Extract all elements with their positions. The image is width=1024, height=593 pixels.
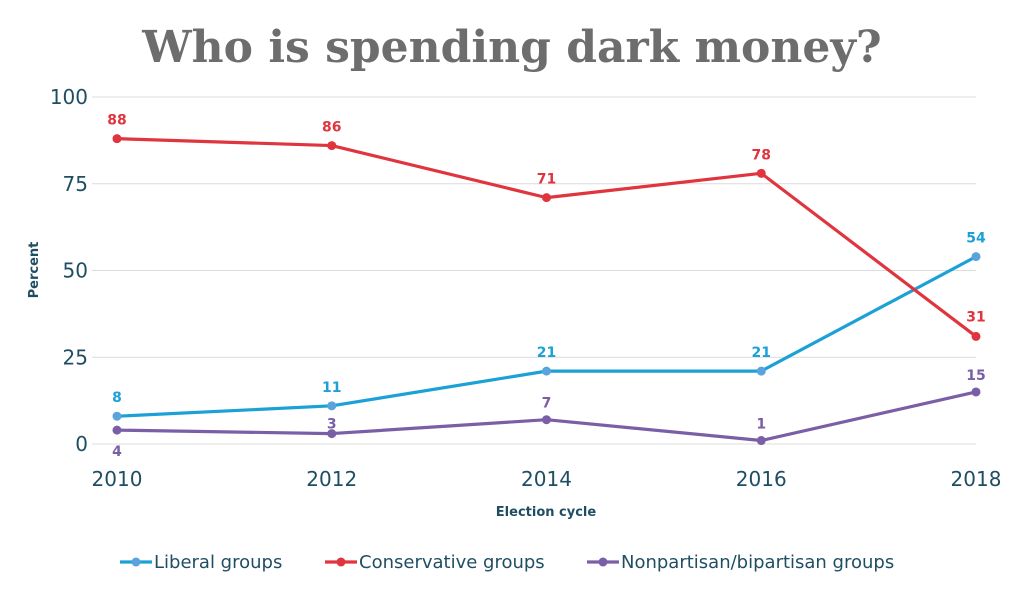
- data-label: 86: [322, 120, 341, 136]
- series-line: [116, 255, 977, 418]
- legend-label: Conservative groups: [359, 552, 545, 573]
- y-tick-label: 25: [63, 345, 88, 369]
- data-label: 7: [542, 396, 552, 412]
- legend-item: Liberal groups: [120, 552, 282, 573]
- data-label: 21: [537, 345, 556, 361]
- data-label: 1: [756, 417, 766, 433]
- data-label: 71: [537, 172, 556, 188]
- series-line: [116, 137, 977, 338]
- y-axis-ticks: 0 25 50 75 100: [50, 85, 88, 456]
- data-point: [327, 401, 337, 411]
- data-point: [971, 252, 981, 262]
- data-label: 4: [112, 444, 122, 460]
- data-label: 15: [966, 368, 985, 384]
- data-label: 8: [112, 390, 122, 406]
- x-tick-label: 2016: [736, 467, 787, 491]
- x-axis-label: Election cycle: [496, 505, 597, 520]
- data-point: [112, 425, 122, 435]
- x-tick-label: 2014: [521, 467, 572, 491]
- data-label: 78: [752, 147, 771, 163]
- x-tick-label: 2010: [92, 467, 143, 491]
- legend-swatch-marker: [131, 557, 141, 567]
- data-point: [542, 366, 551, 376]
- data-point: [971, 387, 981, 397]
- data-point: [756, 366, 766, 376]
- data-label: 3: [327, 417, 337, 433]
- data-point: [327, 141, 337, 151]
- legend-swatch-marker: [598, 557, 608, 567]
- y-tick-label: 100: [50, 85, 88, 109]
- series: [112, 134, 981, 446]
- legend-label: Liberal groups: [154, 552, 282, 573]
- data-label: 11: [322, 380, 341, 396]
- legend-label: Nonpartisan/bipartisan groups: [621, 552, 894, 573]
- data-label: 54: [966, 231, 986, 247]
- data-point: [112, 134, 122, 144]
- chart-title: Who is spending dark money?: [141, 22, 881, 73]
- legend: Liberal groups Conservative groups Nonpart…: [120, 552, 894, 573]
- data-point: [112, 411, 122, 421]
- legend-item: Conservative groups: [325, 552, 545, 573]
- gridlines: [92, 96, 976, 445]
- y-tick-label: 75: [63, 172, 88, 196]
- legend-swatch-marker: [336, 557, 346, 567]
- data-point: [756, 168, 766, 178]
- data-point: [542, 415, 551, 425]
- data-point: [971, 331, 981, 341]
- data-point: [327, 429, 337, 439]
- legend-item: Nonpartisan/bipartisan groups: [587, 552, 894, 573]
- x-axis-ticks: 2010 2012 2014 2016 2018: [92, 467, 1002, 491]
- x-tick-label: 2012: [306, 467, 357, 491]
- data-label: 31: [966, 309, 985, 325]
- data-label: 88: [107, 113, 126, 129]
- data-point: [756, 436, 766, 446]
- data-label: 21: [752, 345, 771, 361]
- y-tick-label: 50: [63, 259, 88, 283]
- x-tick-label: 2018: [951, 467, 1002, 491]
- y-tick-label: 0: [75, 432, 88, 456]
- y-axis-label: Percent: [27, 242, 42, 299]
- data-point: [542, 193, 551, 203]
